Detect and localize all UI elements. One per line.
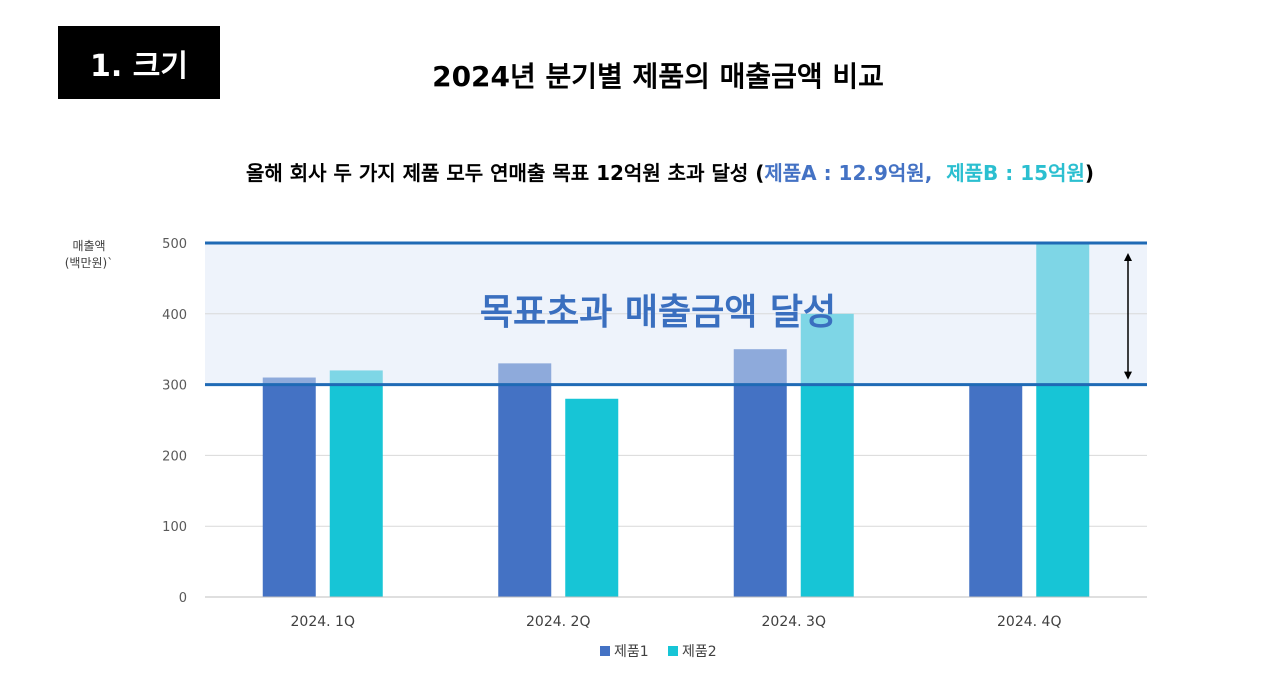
subtitle-product-b: 제품B : 15억원	[946, 161, 1085, 185]
bar-제품2-3q-above-target	[800, 313, 854, 385]
page-title: 2024년 분기별 제품의 매출금액 비교	[432, 60, 884, 93]
bar-제품2-1q	[329, 384, 383, 597]
subtitle-product-a: 제품A : 12.9억원,	[764, 161, 933, 185]
y-axis-label: (백만원)`	[65, 256, 113, 270]
section-badge: 1. 크기	[58, 26, 220, 99]
y-tick-label: 0	[179, 591, 187, 606]
subtitle-suffix: )	[1084, 161, 1094, 185]
bar-제품1-4q	[969, 384, 1023, 597]
subtitle-prefix: 올해 회사 두 가지 제품 모두 연매출 목표 12억원 초과 달성 (	[245, 161, 765, 185]
y-tick-label: 400	[162, 308, 187, 323]
chart-subtitle: 올해 회사 두 가지 제품 모두 연매출 목표 12억원 초과 달성 (제품A …	[0, 157, 1280, 186]
bar-제품2-1q-above-target	[329, 370, 383, 385]
bar-제품1-3q	[733, 384, 787, 597]
y-tick-label: 300	[162, 379, 187, 394]
y-axis-label: 매출액	[72, 239, 105, 253]
section-label: 1. 크기	[90, 48, 188, 84]
bar-제품1-1q	[262, 384, 316, 597]
legend-label-2: 제품2	[682, 644, 717, 660]
bar-제품1-1q-above-target	[262, 377, 316, 385]
x-tick-label: 2024. 2Q	[526, 614, 590, 630]
bar-제품1-2q-above-target	[498, 363, 552, 385]
bar-제품2-2q	[565, 398, 619, 597]
y-tick-label: 200	[162, 449, 187, 464]
bar-제품1-3q-above-target	[733, 349, 787, 385]
bar-제품2-3q	[800, 384, 854, 597]
range-arrow-head-down	[1124, 371, 1132, 380]
x-tick-label: 2024. 3Q	[762, 614, 826, 630]
legend-swatch-1	[600, 646, 610, 656]
bar-제품1-2q	[498, 384, 552, 597]
range-arrow-head-up	[1124, 253, 1132, 261]
bar-제품2-4q	[1036, 384, 1090, 597]
bar-제품2-4q-above-target	[1036, 243, 1090, 385]
target-annotation: 목표초과 매출금액 달성	[480, 292, 836, 333]
x-tick-label: 2024. 1Q	[291, 614, 355, 630]
legend-swatch-2	[668, 646, 678, 656]
y-tick-label: 500	[162, 237, 187, 252]
x-tick-label: 2024. 4Q	[997, 614, 1061, 630]
legend-label-1: 제품1	[614, 644, 649, 660]
y-tick-label: 100	[162, 520, 187, 535]
